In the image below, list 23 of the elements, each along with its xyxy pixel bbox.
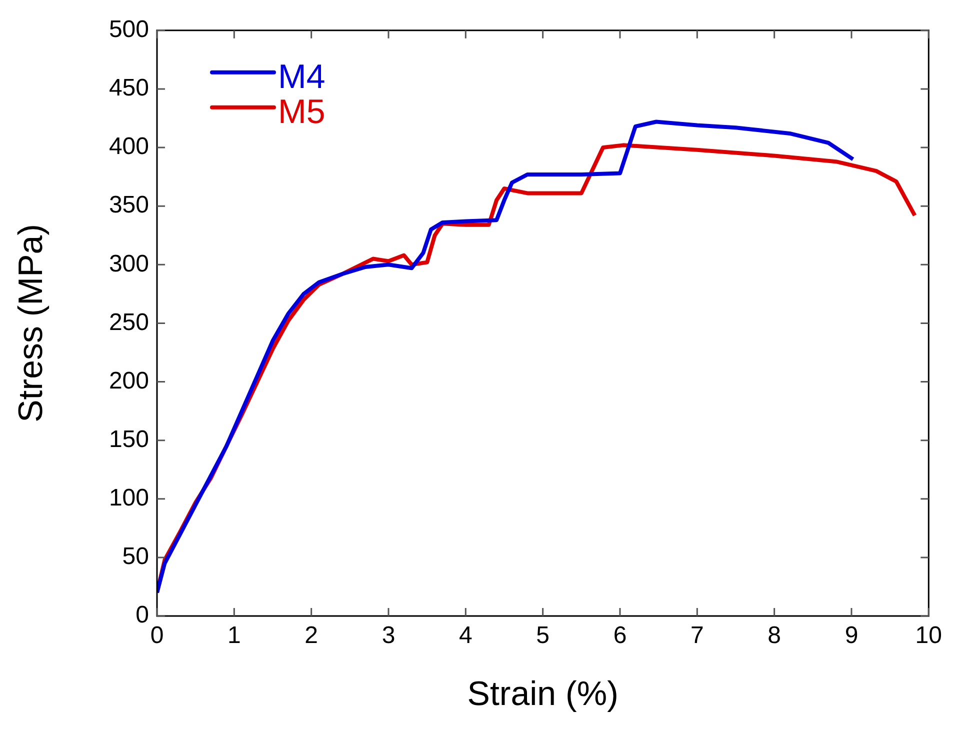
- y-tick-label: 500: [108, 16, 149, 44]
- y-tick-label: 50: [122, 543, 149, 570]
- y-tick-label: 100: [108, 484, 149, 512]
- x-tick-label: 1: [227, 622, 241, 650]
- y-tick-label: 300: [108, 250, 149, 278]
- x-tick-label: 9: [844, 622, 858, 650]
- y-tick-label: 450: [108, 74, 149, 102]
- x-tick-label: 8: [768, 622, 781, 650]
- y-tick-label: 0: [136, 602, 149, 629]
- x-tick-label: 2: [304, 622, 318, 650]
- y-tick-label: 200: [108, 367, 149, 394]
- y-tick-label: 400: [108, 133, 149, 160]
- y-tick-label: 350: [108, 192, 149, 219]
- x-tick-label: 3: [382, 622, 396, 650]
- x-tick-label: 4: [458, 622, 472, 650]
- y-tick-label: 150: [108, 426, 149, 453]
- x-tick-label: 6: [613, 622, 627, 650]
- x-tick-label: 5: [536, 622, 550, 650]
- y-axis-title: Stress (MPa): [12, 224, 50, 422]
- x-tick-label: 10: [915, 622, 942, 650]
- x-axis-title: Strain (%): [467, 674, 618, 713]
- y-tick-label: 250: [108, 308, 149, 336]
- x-tick-label: 7: [690, 622, 704, 650]
